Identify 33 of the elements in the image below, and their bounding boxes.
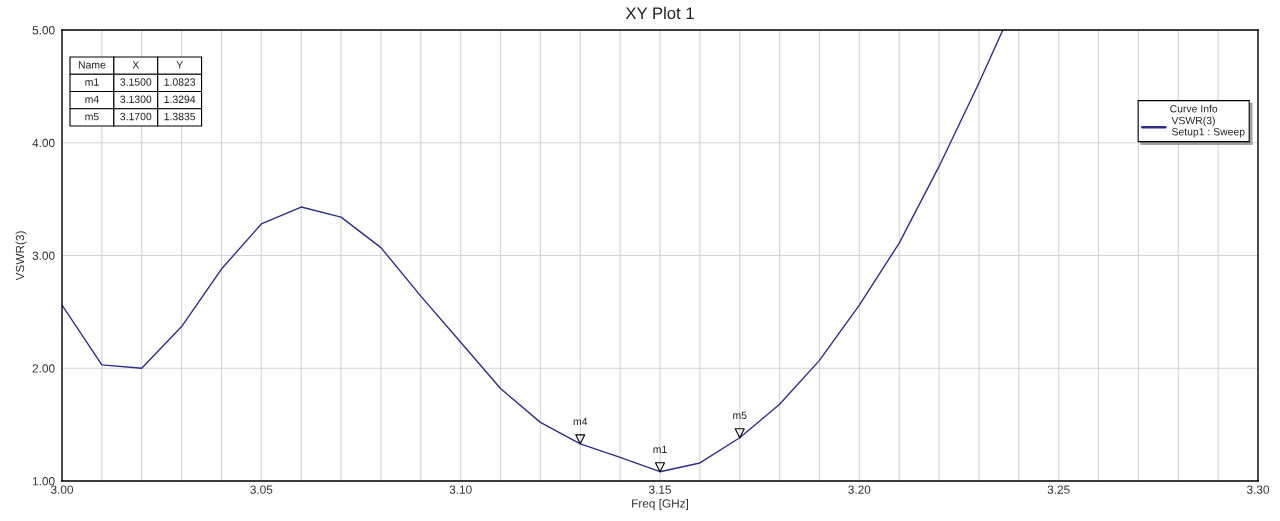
legend-title: Curve Info <box>1170 104 1218 113</box>
annotation: m1 <box>85 78 99 86</box>
x-tick-label: 3.10 <box>449 485 472 494</box>
x-tick-label: 3.00 <box>50 485 74 494</box>
y-tick-label: 1.00 <box>32 477 55 486</box>
annotation: Name <box>78 61 106 69</box>
annotation: 1.3835 <box>164 112 196 121</box>
annotation: m1 <box>653 445 667 453</box>
y-tick-label: 4.00 <box>32 138 55 148</box>
x-tick-label: 3.30 <box>1246 485 1270 494</box>
x-axis-title: Freq [GHz] <box>632 498 689 510</box>
annotation: m5 <box>85 112 99 121</box>
x-tick-label: 3.05 <box>250 485 273 494</box>
annotation: 1.3294 <box>164 95 196 103</box>
x-tick-label: 3.15 <box>648 485 671 494</box>
y-axis-title: VSWR(3) <box>15 231 27 281</box>
annotation: 1.0823 <box>164 78 196 86</box>
annotation: 3.1700 <box>120 112 152 121</box>
annotation: m4 <box>573 417 588 426</box>
annotation: Y <box>176 61 183 69</box>
annotation: 3.1300 <box>120 95 152 103</box>
annotation: m5 <box>733 411 747 420</box>
x-tick-label: 3.20 <box>848 485 871 494</box>
line-series <box>62 30 1004 473</box>
y-tick-label: 2.00 <box>32 364 55 373</box>
annotation: X <box>132 61 140 69</box>
y-tick-label: 3.00 <box>32 251 55 260</box>
legend-label: VSWR(3) Setup1 : Sweep <box>1171 116 1245 138</box>
x-tick-label: 3.25 <box>1047 485 1070 494</box>
chart-title: XY Plot 1 <box>625 6 694 20</box>
annotation: 3.1500 <box>120 78 152 86</box>
y-tick-label: 5.00 <box>32 26 55 35</box>
annotation: m4 <box>85 95 99 103</box>
